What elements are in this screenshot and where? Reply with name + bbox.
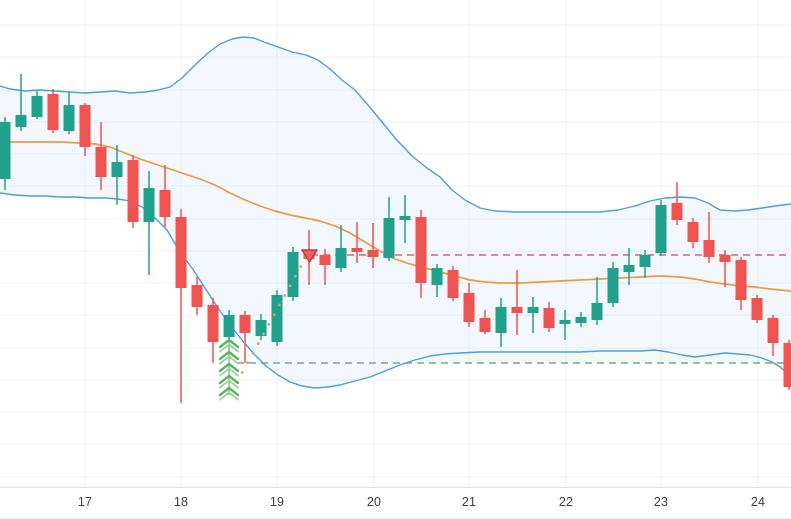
time-axis-label: 18 [173,495,189,509]
candle-body-up [495,307,507,333]
buy-arrow-chevron-light [219,379,239,389]
candle-body-down [719,255,731,262]
buy-arrow-chevron [218,362,240,373]
trade-path-dot [240,370,244,374]
candle-body-up [255,320,267,336]
candle-body-down [751,298,763,320]
bollinger-basis-line [0,141,791,292]
trade-path-dot [272,313,276,317]
candle-body-down [95,147,107,177]
buy-arrow-chevron-light [219,355,239,365]
time-axis-label: 24 [750,495,766,509]
bollinger-fill [0,37,791,388]
candle-body-down [319,255,331,265]
candle-body-up [655,205,667,253]
trade-path-dot [293,274,297,278]
buy-arrow-chevron [218,386,240,397]
buy-arrow-chevron-light [219,343,239,353]
candle-body-down [367,250,379,257]
trade-path-dot [267,322,271,326]
buy-arrow-chevron [218,374,240,385]
candle-body-down [479,318,491,332]
candle-body-up [591,303,603,320]
candle-body-up [639,255,651,267]
time-axis-label: 23 [653,495,669,509]
candle-body-up [0,122,11,179]
candle-body-up [335,248,347,268]
candle-body-up [623,265,635,272]
trade-path-dot [278,303,281,307]
trade-path-dot [251,351,255,355]
candle-body-up [431,268,443,285]
time-axis-label: 22 [558,495,574,509]
trade-path-dot [288,284,292,288]
buy-arrow-chevron-light [219,391,239,401]
candle-body-down [735,260,747,300]
candle-body-down [463,293,475,322]
sell-triangle-marker [301,249,318,263]
candle-body-down [207,305,219,342]
trade-path-dot [283,294,287,297]
candle-body-up [383,218,395,258]
candle-body-up [287,252,299,297]
candle-body-down [767,318,779,343]
trade-path-dot [246,361,250,365]
trade-path-dot [299,265,303,269]
time-axis-label: 21 [461,495,477,509]
candlestick-chart[interactable] [0,0,791,488]
buy-arrow-chevron [218,350,240,361]
candle-body-down [511,307,523,313]
candle-body-up [399,216,411,220]
candle-body-down [175,217,187,288]
time-axis-label: 20 [366,495,382,509]
trade-path-dot [262,332,265,336]
trade-path-dot [256,342,260,345]
candle-body-up [575,317,587,323]
candle-body-up [15,115,27,127]
candle-body-down [415,217,427,283]
time-axis[interactable]: 17 18 19 20 21 22 23 24 [0,487,791,519]
candle-body-down [671,203,683,220]
chart-canvas[interactable] [0,0,791,488]
buy-arrow-chevron [218,338,240,349]
candle-body-up [31,96,43,117]
time-axis-label: 17 [77,495,93,509]
time-axis-label: 19 [269,495,285,509]
bollinger-upper-line [0,36,791,213]
candle-body-down [783,343,791,387]
candle-body-down [79,105,91,147]
buy-arrow-chevron-light [219,367,239,377]
candle-body-down [159,190,171,217]
candle-body-up [111,162,123,177]
candle-body-up [607,268,619,303]
candle-body-down [703,240,715,257]
candle-body-up [271,295,283,342]
candle-body-down [47,94,59,130]
candle-body-down [687,222,699,242]
candle-body-down [351,248,363,252]
candle-body-down [543,308,555,328]
profit-zone-fill [412,350,778,363]
candle-body-up [63,105,75,131]
candle-body-down [191,285,203,307]
candle-body-down [239,315,251,333]
candle-body-down [127,160,139,222]
candle-body-down [447,270,459,298]
candle-body-up [223,315,235,337]
candle-body-up [527,307,539,313]
candle-body-up [143,188,155,222]
candle-body-up [559,320,571,324]
